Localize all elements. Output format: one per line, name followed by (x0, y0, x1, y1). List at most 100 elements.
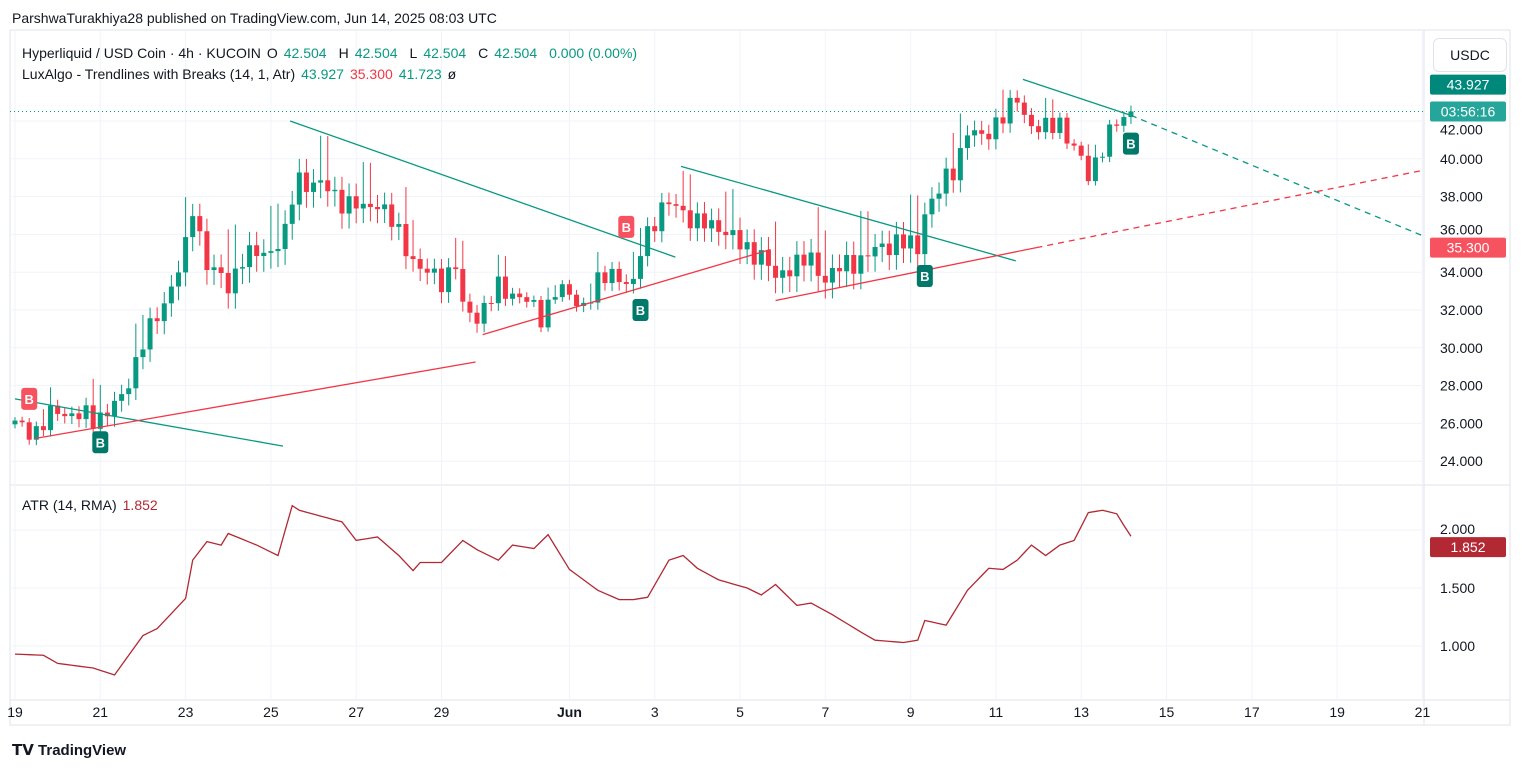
candle (474, 304, 480, 333)
close-label: C (478, 45, 489, 61)
indicator-upper-value: 43.927 (301, 66, 344, 82)
candle-body (76, 413, 82, 420)
candle (936, 182, 942, 212)
candle (446, 258, 452, 303)
break-label-text: B (96, 435, 105, 450)
candle-body (62, 413, 68, 417)
break-label: B (92, 431, 109, 454)
candle (339, 176, 345, 229)
candle-body (183, 237, 189, 273)
y-tick-label: 40.000 (1440, 151, 1483, 167)
candle (140, 314, 146, 370)
candle-body (538, 300, 544, 328)
candle-body (325, 180, 331, 192)
lower-price-label: 35.300 (1447, 240, 1490, 256)
candle-body (311, 182, 317, 192)
atr-price-label-bg (1430, 537, 1506, 558)
candle (1071, 139, 1077, 151)
candle (893, 221, 899, 270)
candle-body (829, 267, 835, 283)
candle (33, 421, 39, 446)
candle (837, 254, 843, 288)
candle (673, 194, 679, 218)
candle-body (730, 230, 736, 236)
change-value: 0.000 (0.00%) (549, 45, 638, 61)
candle-body (680, 205, 686, 211)
published-by: ParshwaTurakhiya28 published on TradingV… (12, 10, 497, 26)
atr-legend: ATR (14, RMA) 1.852 (22, 497, 164, 513)
atr-tick-label: 2.000 (1440, 521, 1475, 537)
candle (545, 287, 551, 332)
candle-body (282, 223, 288, 249)
candle-body (424, 268, 430, 273)
atr-title[interactable]: ATR (14, RMA) (22, 497, 117, 513)
candle (296, 158, 302, 221)
candle-body (502, 276, 508, 299)
candle-body (1085, 155, 1091, 182)
break-label: B (21, 387, 38, 410)
candle-body (630, 278, 636, 284)
candle (55, 399, 61, 421)
indicator-title[interactable]: LuxAlgo - Trendlines with Breaks (14, 1,… (22, 66, 296, 82)
break-label-bg (92, 431, 109, 454)
candle-body (1114, 124, 1120, 126)
symbol-title[interactable]: Hyperliquid / USD Coin · 4h · KUCOIN (22, 45, 261, 61)
price-axis-bg (1424, 30, 1524, 730)
x-tick-label: 27 (348, 704, 364, 720)
candle-body (524, 297, 530, 302)
candle-body (744, 242, 750, 250)
candle-body (1036, 126, 1042, 133)
y-tick-label: 26.000 (1440, 415, 1483, 431)
candle (737, 217, 743, 264)
currency-button[interactable]: USDC (1433, 38, 1507, 72)
candle-body (382, 204, 388, 210)
candle (175, 260, 181, 301)
candle-body (808, 252, 814, 266)
candle-body (908, 235, 914, 249)
candle (218, 254, 224, 289)
candle-body (659, 202, 665, 232)
candle-body (126, 388, 132, 395)
candle-body (119, 394, 125, 401)
y-tick-label: 38.000 (1440, 189, 1483, 205)
candle (311, 169, 317, 208)
tradingview-logo[interactable]: 𝗧𝗩 TradingView (12, 741, 126, 759)
candle (730, 189, 736, 250)
high-label: H (338, 45, 349, 61)
candle (957, 113, 963, 193)
candle (566, 279, 572, 300)
candle-body (1021, 102, 1027, 115)
candle (481, 295, 487, 333)
candle (602, 265, 608, 291)
candle (858, 210, 864, 290)
candle (232, 224, 238, 309)
candle-body (275, 248, 281, 252)
break-label-text: B (1126, 137, 1135, 152)
candle (950, 133, 956, 193)
candle-body (154, 318, 160, 322)
indicator-legend: LuxAlgo - Trendlines with Breaks (14, 1,… (22, 66, 462, 82)
lower-trendline (482, 248, 771, 336)
candle-body (303, 172, 309, 192)
candle (26, 418, 32, 445)
upper-trendline (680, 165, 1016, 262)
candle-body (936, 193, 942, 199)
x-tick-label: 15 (1159, 704, 1175, 720)
candle (396, 212, 402, 241)
candle (239, 253, 245, 285)
candle (112, 391, 118, 427)
break-label-bg (1122, 132, 1139, 155)
candle-body (1100, 156, 1106, 158)
candle-body (1000, 117, 1006, 124)
candle-body (773, 265, 779, 278)
candle (190, 203, 196, 252)
candle-body (460, 269, 466, 302)
candle (943, 157, 949, 207)
upper-trendline (14, 398, 284, 447)
candle-body (865, 255, 871, 257)
candle (1050, 99, 1056, 140)
x-tick-label: 3 (651, 704, 659, 720)
indicator-lower-value: 35.300 (349, 66, 393, 82)
